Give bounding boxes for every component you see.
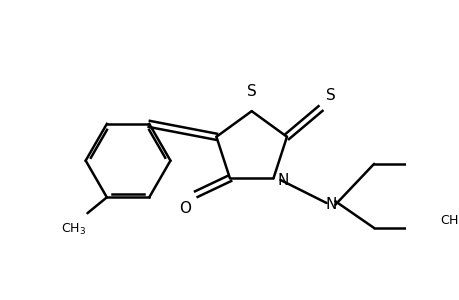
Text: O: O [179,201,190,216]
Text: N: N [325,197,336,212]
Text: N: N [276,172,288,188]
Text: S: S [246,84,256,99]
Text: S: S [325,88,335,103]
Text: CH$_3$: CH$_3$ [439,213,459,229]
Text: CH$_3$: CH$_3$ [61,222,85,237]
